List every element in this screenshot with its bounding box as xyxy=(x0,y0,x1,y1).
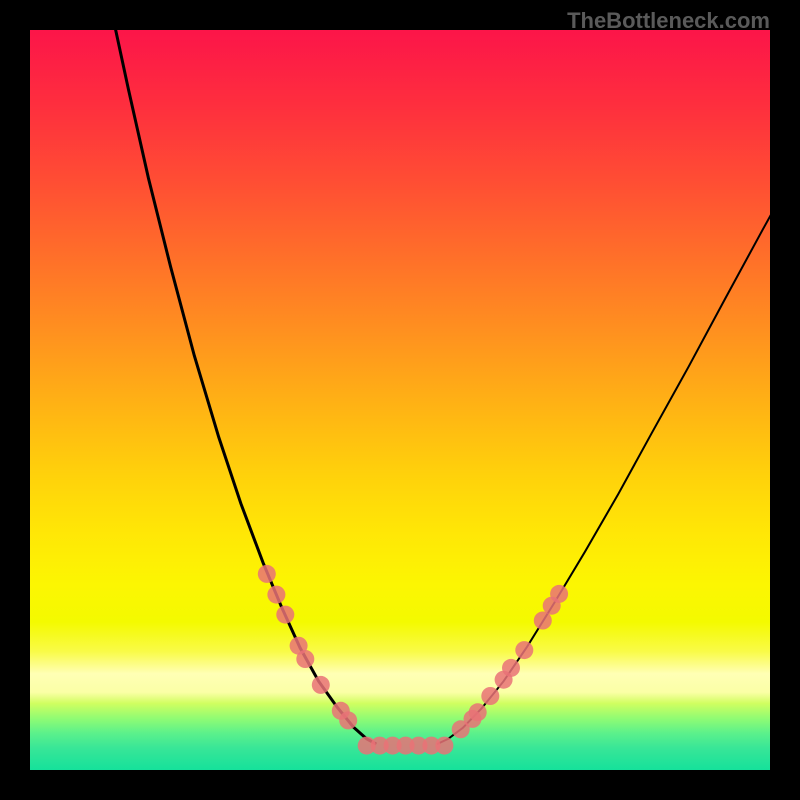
data-point xyxy=(276,606,294,624)
bottleneck-chart xyxy=(30,30,770,770)
data-point xyxy=(258,565,276,583)
data-point xyxy=(502,659,520,677)
data-point xyxy=(435,737,453,755)
data-point xyxy=(469,703,487,721)
data-point xyxy=(339,711,357,729)
data-point xyxy=(550,585,568,603)
data-point xyxy=(515,641,533,659)
watermark-text: TheBottleneck.com xyxy=(567,8,770,34)
chart-svg xyxy=(30,30,770,770)
data-point xyxy=(312,676,330,694)
data-point xyxy=(296,650,314,668)
data-point xyxy=(481,687,499,705)
data-point xyxy=(267,586,285,604)
